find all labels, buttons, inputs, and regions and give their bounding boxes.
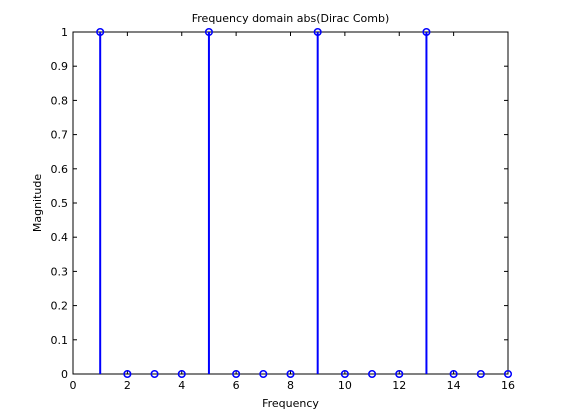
x-tick-label: 14 [447, 379, 461, 392]
y-tick-label: 0 [61, 368, 68, 381]
y-tick-label: 0.2 [51, 300, 69, 313]
stem-marker [204, 27, 213, 37]
stem-marker [395, 369, 404, 379]
ticks: 0 2 4 6 8 10 12 14 16 0 0.1 0.2 0.3 0.4 0.5 0.6 0.7 0.8 0.… [51, 26, 516, 392]
stem-marker [232, 369, 241, 379]
axes [72, 31, 509, 375]
chart-title: Frequency domain abs(Dirac Comb) [192, 12, 390, 25]
x-tick-label: 8 [287, 379, 294, 392]
stem-marker [259, 369, 268, 379]
plot-area-box [72, 31, 509, 375]
y-tick-label: 0.4 [51, 231, 69, 244]
stem-marker [476, 369, 485, 379]
stems [96, 27, 513, 379]
stem-marker [286, 369, 295, 379]
y-tick-label: 0.1 [51, 334, 69, 347]
x-tick-label: 2 [124, 379, 131, 392]
y-axis-label: Magnitude [31, 174, 44, 233]
y-tick-label: 1 [61, 26, 68, 39]
stem-marker [96, 27, 105, 37]
y-tick-label: 0.8 [51, 94, 69, 107]
y-tick-label: 0.3 [51, 265, 69, 278]
stem-marker [177, 369, 186, 379]
stem-marker [123, 369, 132, 379]
x-tick-label: 0 [70, 379, 77, 392]
x-tick-label: 10 [338, 379, 352, 392]
y-tick-label: 0.7 [51, 129, 69, 142]
x-tick-label: 12 [392, 379, 406, 392]
stem-marker [340, 369, 349, 379]
y-tick-label: 0.5 [51, 197, 69, 210]
x-axis-label: Frequency [262, 397, 319, 410]
stem-marker [449, 369, 458, 379]
x-tick-label: 6 [233, 379, 240, 392]
stem-marker [313, 27, 322, 37]
y-tick-label: 0.9 [51, 60, 69, 73]
stem-marker [503, 369, 513, 379]
stem-marker [368, 369, 377, 379]
stem-marker [150, 369, 159, 379]
x-tick-label: 4 [178, 379, 185, 392]
y-tick-label: 0.6 [51, 163, 69, 176]
x-tick-label: 16 [501, 379, 515, 392]
stem-marker [422, 27, 431, 37]
